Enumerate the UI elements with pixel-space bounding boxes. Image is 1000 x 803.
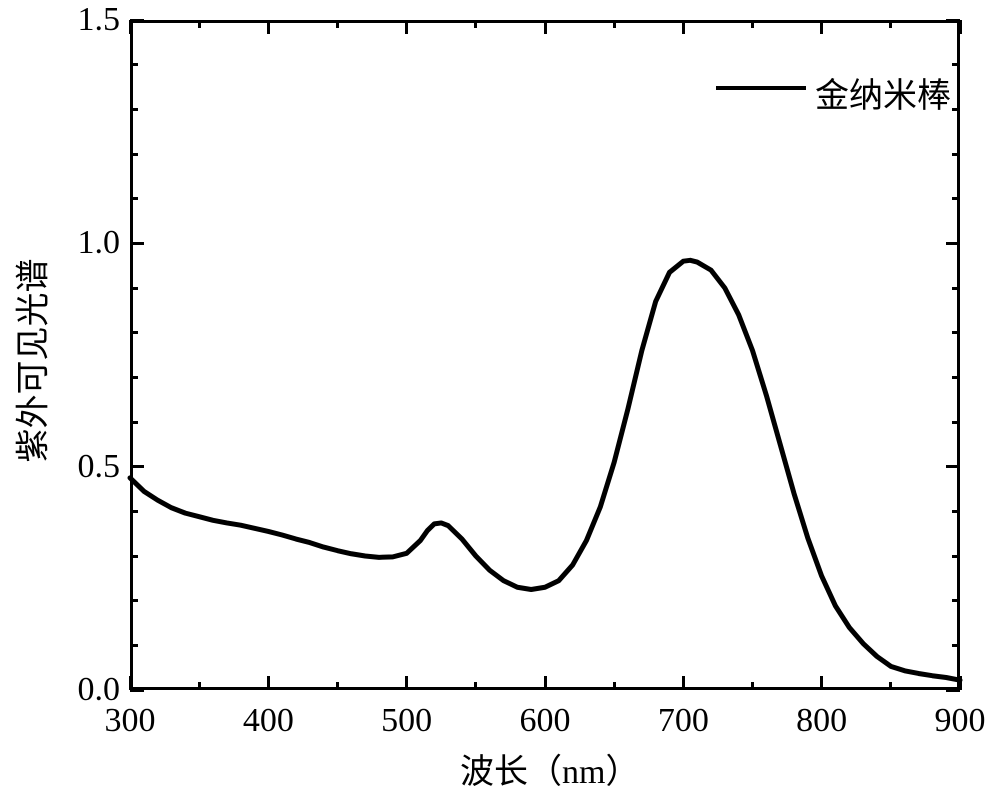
y-tick-minor-right bbox=[952, 153, 960, 156]
x-tick-label: 800 bbox=[796, 702, 847, 740]
x-tick-minor-top bbox=[474, 20, 477, 28]
x-tick-minor-top bbox=[751, 20, 754, 28]
y-tick-label: 0.5 bbox=[64, 448, 120, 486]
y-tick-minor bbox=[130, 376, 138, 379]
x-tick-minor bbox=[613, 682, 616, 690]
x-tick-minor bbox=[889, 682, 892, 690]
y-tick-minor-right bbox=[952, 108, 960, 111]
y-tick-label: 0.0 bbox=[64, 671, 120, 709]
y-tick-minor-right bbox=[952, 644, 960, 647]
y-tick-minor-right bbox=[952, 376, 960, 379]
y-axis-label: 紫外可见光谱 bbox=[6, 263, 55, 463]
y-tick-major bbox=[130, 465, 144, 468]
y-tick-minor bbox=[130, 510, 138, 513]
y-tick-minor bbox=[130, 599, 138, 602]
x-tick-minor bbox=[336, 682, 339, 690]
x-tick-minor-top bbox=[889, 20, 892, 28]
x-tick-major-top bbox=[129, 20, 132, 34]
y-tick-label: 1.5 bbox=[64, 1, 120, 39]
x-tick-minor-top bbox=[613, 20, 616, 28]
legend-text: 金纳米棒 bbox=[815, 68, 951, 117]
x-tick-major bbox=[544, 676, 547, 690]
x-tick-major-top bbox=[820, 20, 823, 34]
y-tick-minor-right bbox=[952, 63, 960, 66]
x-tick-major bbox=[682, 676, 685, 690]
x-tick-major-top bbox=[405, 20, 408, 34]
x-tick-minor-top bbox=[198, 20, 201, 28]
x-tick-minor bbox=[474, 682, 477, 690]
y-tick-minor-right bbox=[952, 555, 960, 558]
y-tick-major bbox=[130, 689, 144, 692]
y-tick-minor-right bbox=[952, 421, 960, 424]
series-gold-nanorods bbox=[130, 260, 960, 680]
y-tick-minor bbox=[130, 153, 138, 156]
y-tick-minor bbox=[130, 644, 138, 647]
y-tick-major-right bbox=[946, 242, 960, 245]
x-tick-minor bbox=[751, 682, 754, 690]
y-tick-minor bbox=[130, 421, 138, 424]
legend-line bbox=[716, 86, 806, 90]
x-tick-label: 500 bbox=[381, 702, 432, 740]
y-tick-minor-right bbox=[952, 331, 960, 334]
x-tick-minor-top bbox=[336, 20, 339, 28]
x-tick-label: 900 bbox=[935, 702, 986, 740]
y-tick-label: 1.0 bbox=[64, 224, 120, 262]
x-tick-major bbox=[820, 676, 823, 690]
x-tick-major-top bbox=[544, 20, 547, 34]
y-tick-major-right bbox=[946, 689, 960, 692]
y-tick-major-right bbox=[946, 465, 960, 468]
y-tick-minor bbox=[130, 331, 138, 334]
y-tick-minor-right bbox=[952, 599, 960, 602]
y-tick-minor-right bbox=[952, 510, 960, 513]
y-tick-minor-right bbox=[952, 287, 960, 290]
y-tick-minor bbox=[130, 197, 138, 200]
x-tick-label: 400 bbox=[243, 702, 294, 740]
y-tick-minor bbox=[130, 108, 138, 111]
x-tick-major bbox=[405, 676, 408, 690]
x-tick-major-top bbox=[267, 20, 270, 34]
y-tick-minor bbox=[130, 63, 138, 66]
y-tick-major bbox=[130, 242, 144, 245]
x-tick-label: 700 bbox=[658, 702, 709, 740]
x-tick-label: 600 bbox=[520, 702, 571, 740]
x-tick-major bbox=[267, 676, 270, 690]
spectrum-svg bbox=[0, 0, 1000, 803]
x-tick-minor bbox=[198, 682, 201, 690]
chart-container: 紫外可见光谱 波长（nm） 金纳米棒 300400500600700800900… bbox=[0, 0, 1000, 803]
x-axis-label: 波长（nm） bbox=[460, 744, 639, 793]
y-tick-minor bbox=[130, 555, 138, 558]
y-tick-minor-right bbox=[952, 197, 960, 200]
y-tick-major-right bbox=[946, 19, 960, 22]
x-tick-major-top bbox=[959, 20, 962, 34]
x-tick-major-top bbox=[682, 20, 685, 34]
y-tick-major bbox=[130, 19, 144, 22]
y-tick-minor bbox=[130, 287, 138, 290]
